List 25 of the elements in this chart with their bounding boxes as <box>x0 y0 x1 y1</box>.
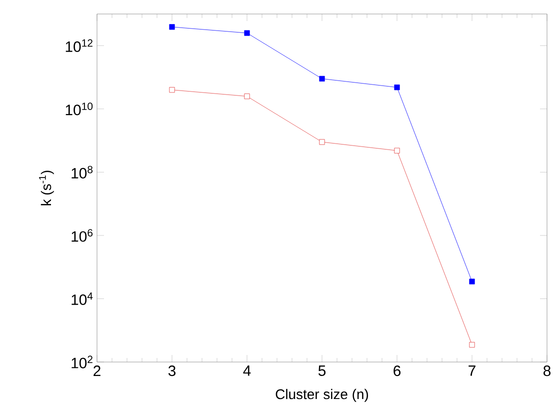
y-tick-label: 10$^{6}$ <box>72 229 93 242</box>
point <box>394 148 400 154</box>
point <box>469 278 475 284</box>
x-tick-label: 2 <box>94 366 100 376</box>
y-axis-title: k (s$^{-1}$) <box>39 170 54 206</box>
x-tick-label: 6 <box>394 366 401 376</box>
point <box>394 84 400 90</box>
point <box>244 94 250 100</box>
x-tick-label: 3 <box>168 366 176 376</box>
y-tick-label: 10$^{10}$ <box>66 102 93 116</box>
x-tick-label: 4 <box>243 366 251 376</box>
x-tick-label: 8 <box>544 366 551 376</box>
x-tick-label: 7 <box>468 366 476 376</box>
x-axis-title: Cluster size (n) <box>276 388 368 402</box>
x-tick-label: 5 <box>318 366 326 376</box>
point <box>319 139 325 145</box>
point <box>469 342 475 348</box>
point <box>169 87 175 93</box>
y-tick-label: 10$^{4}$ <box>72 292 93 305</box>
y-tick-label: 10$^{2}$ <box>72 356 92 368</box>
point <box>319 76 325 82</box>
point <box>169 24 175 30</box>
y-tick-label: 10$^{12}$ <box>66 39 92 52</box>
point <box>244 30 250 36</box>
y-tick-label: 10$^{8}$ <box>72 166 93 178</box>
